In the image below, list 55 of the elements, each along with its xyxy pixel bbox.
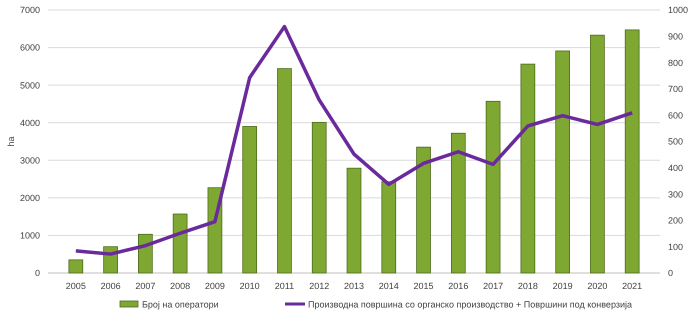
x-tick-label: 2016	[448, 281, 468, 291]
bar	[450, 132, 466, 274]
x-tick-label: 2017	[483, 281, 504, 291]
x-tick-label: 2008	[170, 281, 190, 291]
line-series	[74, 24, 634, 256]
legend-label: Производна површина со органско производство + Површини под конверзија	[308, 300, 632, 310]
y2-tick-label: 0	[668, 268, 674, 278]
y2-tick-label: 300	[668, 189, 684, 200]
bar	[486, 100, 500, 274]
x-tick-label: 2010	[240, 281, 260, 291]
x-tick-label: 2015	[414, 281, 434, 291]
bar	[590, 34, 605, 274]
y-tick-label: 1000	[20, 230, 40, 241]
x-tick-label: 2019	[552, 281, 573, 291]
bar	[242, 126, 258, 274]
y-tick-label: 2000	[20, 193, 40, 204]
x-tick-label: 2021	[622, 281, 642, 291]
x-tick-label: 2011	[274, 281, 294, 291]
y2-tick-label: 1000	[668, 5, 688, 16]
x-tick-label: 2007	[135, 281, 156, 291]
y-tick-label: 7000	[20, 5, 40, 16]
x-tick-label: 2009	[204, 281, 225, 291]
x-tick-label: 2014	[378, 281, 399, 291]
y2-tick-label: 600	[668, 110, 684, 120]
bar	[312, 122, 327, 274]
y-tick-label: 0	[34, 268, 40, 278]
y-tick-label: 5000	[20, 80, 40, 90]
bar	[416, 146, 431, 274]
y-axis-title: ha	[6, 136, 16, 147]
bar	[555, 50, 570, 274]
bar	[138, 234, 153, 274]
y-tick-label: 4000	[20, 118, 40, 128]
y2-tick-label: 900	[668, 31, 684, 42]
bar	[277, 68, 292, 274]
x-tick-label: 2006	[100, 281, 121, 291]
bar	[381, 181, 396, 274]
y-tick-label: 3000	[20, 155, 40, 166]
legend-label: Број на оператори	[142, 300, 219, 310]
x-tick-label: 2020	[587, 281, 608, 291]
y2-tick-label: 500	[668, 136, 684, 147]
y-tick-label: 6000	[20, 42, 40, 53]
y2-tick-label: 400	[668, 162, 684, 173]
x-tick-label: 2012	[309, 281, 330, 291]
x-tick-label: 2005	[66, 281, 86, 291]
y2-tick-label: 800	[668, 58, 684, 68]
bar	[68, 259, 84, 274]
x-tick-label: 2018	[518, 281, 538, 291]
y2-tick-label: 100	[668, 242, 684, 252]
y2-tick-label: 700	[668, 84, 684, 94]
bar	[172, 214, 188, 274]
bar	[346, 168, 362, 274]
bar	[520, 64, 536, 274]
y2-tick-label: 200	[668, 216, 684, 226]
x-tick-label: 2013	[344, 281, 364, 291]
bar	[624, 30, 640, 274]
